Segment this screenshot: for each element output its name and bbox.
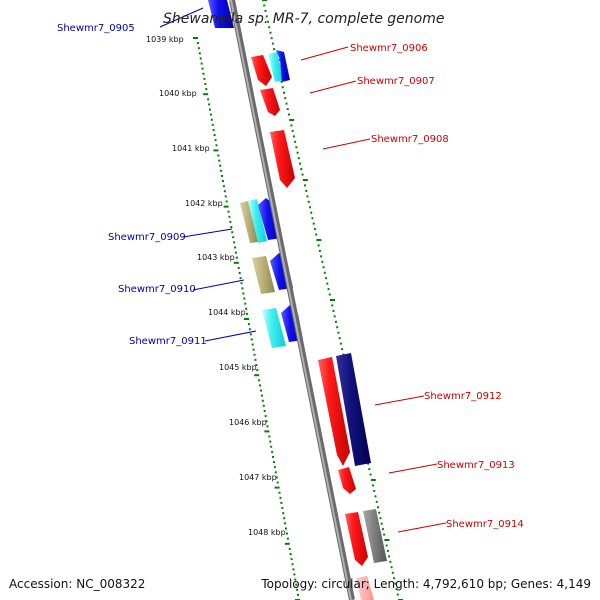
gene-0907-arrow[interactable]	[260, 88, 280, 116]
scale-label-1046: 1046 kbp	[229, 418, 267, 427]
gene-0914-gray[interactable]	[363, 509, 387, 563]
gene-label-0906[interactable]: Shewmr7_0906	[350, 43, 428, 54]
scale-label-1048: 1048 kbp	[248, 528, 286, 537]
gene-label-0911[interactable]: Shewmr7_0911	[129, 336, 207, 347]
gene-label-0910[interactable]: Shewmr7_0910	[118, 284, 196, 295]
genome-summary-text: Topology: circular; Length: 4,792,610 bp…	[261, 577, 591, 591]
scale-label-1042: 1042 kbp	[185, 199, 223, 208]
gene-0906-arrow[interactable]	[251, 55, 272, 86]
gene-0909-khaki[interactable]	[240, 201, 258, 243]
gene-0913-arrow[interactable]	[338, 467, 356, 494]
gene-label-0907[interactable]: Shewmr7_0907	[357, 76, 435, 87]
scale-label-1041: 1041 kbp	[172, 144, 210, 153]
gene-label-0913[interactable]: Shewmr7_0913	[437, 460, 515, 471]
scale-label-1040: 1040 kbp	[159, 89, 197, 98]
gene-0906-blue[interactable]	[276, 50, 290, 82]
gene-0905-arrow[interactable]	[208, 0, 234, 28]
gene-label-0905[interactable]: Shewmr7_0905	[57, 23, 135, 34]
track-band	[190, 0, 418, 600]
gene-0910-khaki[interactable]	[252, 256, 275, 294]
gene-0914-arrow[interactable]	[345, 512, 368, 566]
scale-label-1039: 1039 kbp	[146, 35, 184, 44]
scale-label-1045: 1045 kbp	[219, 363, 257, 372]
map-title: Shewanella sp. MR-7, complete genome	[163, 11, 444, 27]
gene-0911-cyan[interactable]	[262, 308, 286, 348]
scale-ticks-left	[193, 37, 300, 600]
gene-0908-arrow[interactable]	[270, 130, 295, 188]
gene-0912-navy[interactable]	[336, 353, 371, 466]
gene-0906-cyan[interactable]	[268, 52, 284, 82]
gene-label-0912[interactable]: Shewmr7_0912	[424, 391, 502, 402]
gene-0912-arrow[interactable]	[318, 357, 350, 466]
label-connectors	[159, 7, 447, 533]
accession-text: Accession: NC_008322	[9, 577, 146, 591]
gene-label-0908[interactable]: Shewmr7_0908	[371, 134, 449, 145]
gene-next-arrow[interactable]	[356, 576, 374, 600]
gene-label-0914[interactable]: Shewmr7_0914	[446, 519, 524, 530]
scale-label-1043: 1043 kbp	[197, 253, 235, 262]
gene-label-0909[interactable]: Shewmr7_0909	[108, 232, 186, 243]
genome-backbone-highlight	[230, 0, 352, 600]
scale-label-1047: 1047 kbp	[239, 473, 277, 482]
gene-0909-cyan[interactable]	[248, 199, 267, 243]
scale-label-1044: 1044 kbp	[208, 308, 246, 317]
